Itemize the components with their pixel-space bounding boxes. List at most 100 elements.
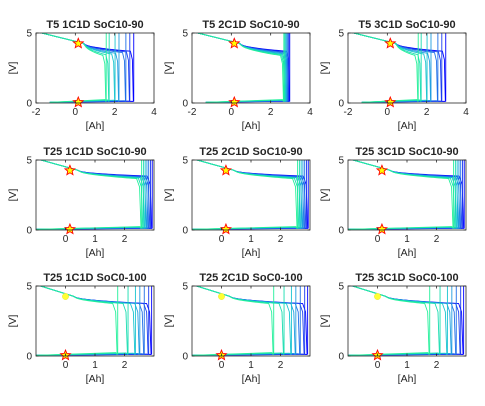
series-line [36, 159, 146, 229]
series-line [348, 285, 451, 355]
y-tick-label: 5 [182, 282, 188, 293]
y-tick-label: 5 [338, 282, 344, 293]
subplot: 0 1 205T25 3C1D SoC0-100[Ah][V] [319, 272, 466, 385]
y-tick-label: 0 [338, 99, 344, 110]
subplot: 0 1 2 0 5 T25 2C1D SoC0-100 [Ah] [V] [163, 272, 310, 385]
series-line [348, 285, 460, 355]
y-tick-label: 5 [338, 156, 344, 167]
x-tick-label: -2 [344, 107, 353, 118]
x-tick-label: 2 [268, 107, 274, 118]
x-tick-label: 0 [219, 234, 225, 245]
y-tick-label: 0 [182, 352, 188, 363]
series-line [348, 32, 418, 102]
x-tick-label: 1 [248, 360, 254, 371]
axes-box [36, 33, 154, 103]
series-line [192, 32, 288, 102]
y-tick-label: 0 [182, 226, 188, 237]
series-line [348, 159, 460, 229]
axes-box [348, 160, 466, 230]
x-tick-label: 0 [229, 107, 235, 118]
y-axis-label: [V] [7, 315, 19, 328]
plot-area [36, 30, 134, 102]
plot-area [348, 283, 464, 355]
series-line [36, 159, 150, 229]
x-tick-label: 2 [122, 234, 128, 245]
subplot: -2 0 2 405T5 3C1D SoC10-90[Ah][V] [319, 19, 469, 132]
x-tick-label: 2 [424, 107, 430, 118]
x-axis-label: [Ah] [398, 373, 417, 385]
x-tick-label: 1 [404, 234, 410, 245]
x-axis-label: [Ah] [242, 373, 261, 385]
x-axis-label: [Ah] [242, 247, 261, 259]
subplot: 0 1 205T25 1C1D SoC10-90[Ah][V] [7, 146, 154, 259]
end-marker [73, 97, 83, 106]
x-tick-label: 2 [434, 360, 440, 371]
y-axis-label: [V] [7, 62, 19, 75]
y-tick-label: 5 [182, 156, 188, 167]
series-line [192, 32, 289, 102]
subplot-title: T25 2C1D SoC10-90 [199, 146, 302, 158]
series-line [192, 159, 302, 229]
series-line [192, 285, 295, 355]
subplot: 0 1 205T25 1C1D SoC0-100[Ah][V] [7, 272, 154, 385]
y-tick-label: 5 [182, 29, 188, 40]
plot-area [192, 157, 308, 229]
series-line [36, 159, 141, 229]
y-tick-label: 0 [26, 352, 32, 363]
series-line [36, 32, 109, 102]
subplot-title: T25 3C1D SoC0-100 [355, 272, 458, 284]
y-tick-label: 5 [26, 29, 32, 40]
series-line [192, 285, 304, 355]
y-axis-label: [V] [319, 189, 331, 202]
y-tick-label: 0 [338, 226, 344, 237]
series-line [192, 159, 297, 229]
y-tick-label: 5 [26, 282, 32, 293]
axes-box [192, 33, 310, 103]
plot-area [192, 30, 290, 102]
end-marker [385, 97, 395, 106]
x-tick-label: 4 [151, 107, 157, 118]
subplot: 0 1 2 0 5 T25 3C1D SoC10-90 [Ah] [V] [319, 146, 466, 259]
x-tick-label: 2 [278, 360, 284, 371]
series-line [36, 159, 145, 229]
subplot-title: T25 1C1D SoC0-100 [43, 272, 146, 284]
y-axis-label: [V] [163, 315, 175, 328]
end-marker [65, 224, 75, 233]
series-line [348, 32, 421, 102]
y-tick-label: 5 [338, 29, 344, 40]
x-tick-label: 0 [375, 360, 381, 371]
y-tick-label: 0 [338, 352, 344, 363]
series-line [36, 285, 139, 355]
y-tick-label: 0 [26, 226, 32, 237]
x-tick-label: 2 [434, 234, 440, 245]
x-tick-label: 1 [92, 234, 98, 245]
subplot-title: T25 2C1D SoC0-100 [199, 272, 302, 284]
axes-box [36, 160, 154, 230]
series-line [348, 159, 455, 229]
series-line [192, 32, 287, 102]
start-marker [218, 293, 224, 299]
y-tick-label: 0 [182, 99, 188, 110]
y-axis-label: [V] [7, 189, 19, 202]
subplot-title: T5 3C1D SoC10-90 [358, 19, 455, 31]
x-axis-label: [Ah] [86, 373, 105, 385]
end-marker [221, 224, 231, 233]
x-tick-label: 0 [63, 234, 69, 245]
series-line [192, 159, 301, 229]
series-line [36, 285, 148, 355]
subplot-title: T5 1C1D SoC10-90 [46, 19, 143, 31]
plot-area [348, 157, 464, 229]
x-tick-label: 0 [73, 107, 79, 118]
series-line [348, 285, 447, 355]
series-line [348, 159, 457, 229]
x-tick-label: 0 [63, 360, 69, 371]
x-tick-label: 2 [122, 360, 128, 371]
y-axis-label: [V] [319, 315, 331, 328]
series-line [192, 159, 299, 229]
x-tick-label: 2 [278, 234, 284, 245]
axes-box [192, 286, 310, 356]
x-tick-label: 0 [375, 234, 381, 245]
